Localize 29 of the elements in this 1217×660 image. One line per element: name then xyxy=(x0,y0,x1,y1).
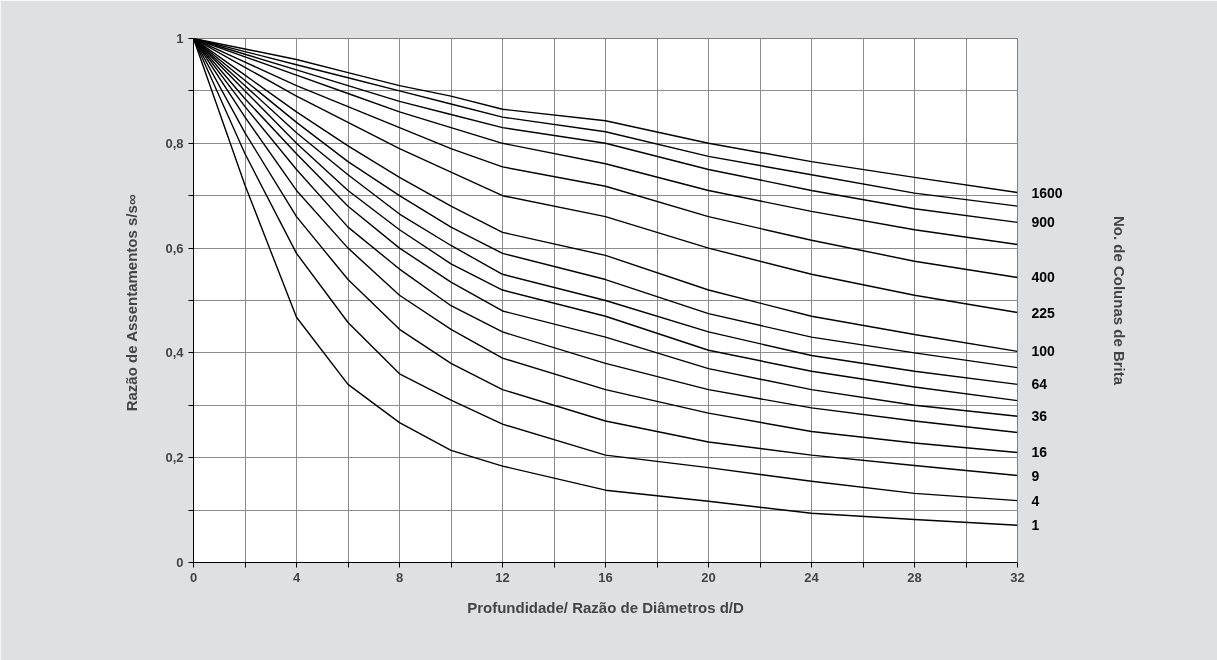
y-tick-label: 0,4 xyxy=(165,345,185,361)
series-label: 100 xyxy=(1031,343,1056,360)
series-label: 4 xyxy=(1031,492,1040,509)
x-tick-label: 12 xyxy=(495,569,510,585)
y-tick-label: 0,8 xyxy=(165,135,184,151)
series-label: 225 xyxy=(1031,304,1056,321)
legend-title: No. de Colunas de Brita xyxy=(1110,215,1128,386)
y-axis-title: Razão de Assentamentos s/s∞ xyxy=(123,194,141,412)
series-label: 1600 xyxy=(1031,184,1063,201)
series-label: 64 xyxy=(1031,376,1048,393)
x-tick-label: 0 xyxy=(189,569,198,585)
x-tick-label: 28 xyxy=(907,569,922,585)
series-label: 900 xyxy=(1031,214,1056,231)
x-tick-label: 8 xyxy=(395,569,404,585)
series-label: 1 xyxy=(1031,517,1040,534)
series-label: 9 xyxy=(1031,467,1040,484)
x-tick-label: 32 xyxy=(1010,569,1025,585)
x-tick-label: 24 xyxy=(804,569,820,585)
y-tick-label: 1 xyxy=(176,31,184,46)
x-axis-title: Profundidade/ Razão de Diâmetros d/D xyxy=(467,598,745,616)
x-tick-label: 20 xyxy=(701,569,716,585)
series-label: 16 xyxy=(1031,444,1048,461)
x-tick-label: 4 xyxy=(292,569,301,585)
series-label: 400 xyxy=(1031,269,1056,286)
y-tick-label: 0 xyxy=(176,555,184,570)
x-tick-label: 16 xyxy=(598,569,613,585)
y-tick-label: 0,6 xyxy=(165,240,184,256)
y-tick-label: 0,2 xyxy=(165,450,184,466)
series-label: 36 xyxy=(1031,408,1048,425)
